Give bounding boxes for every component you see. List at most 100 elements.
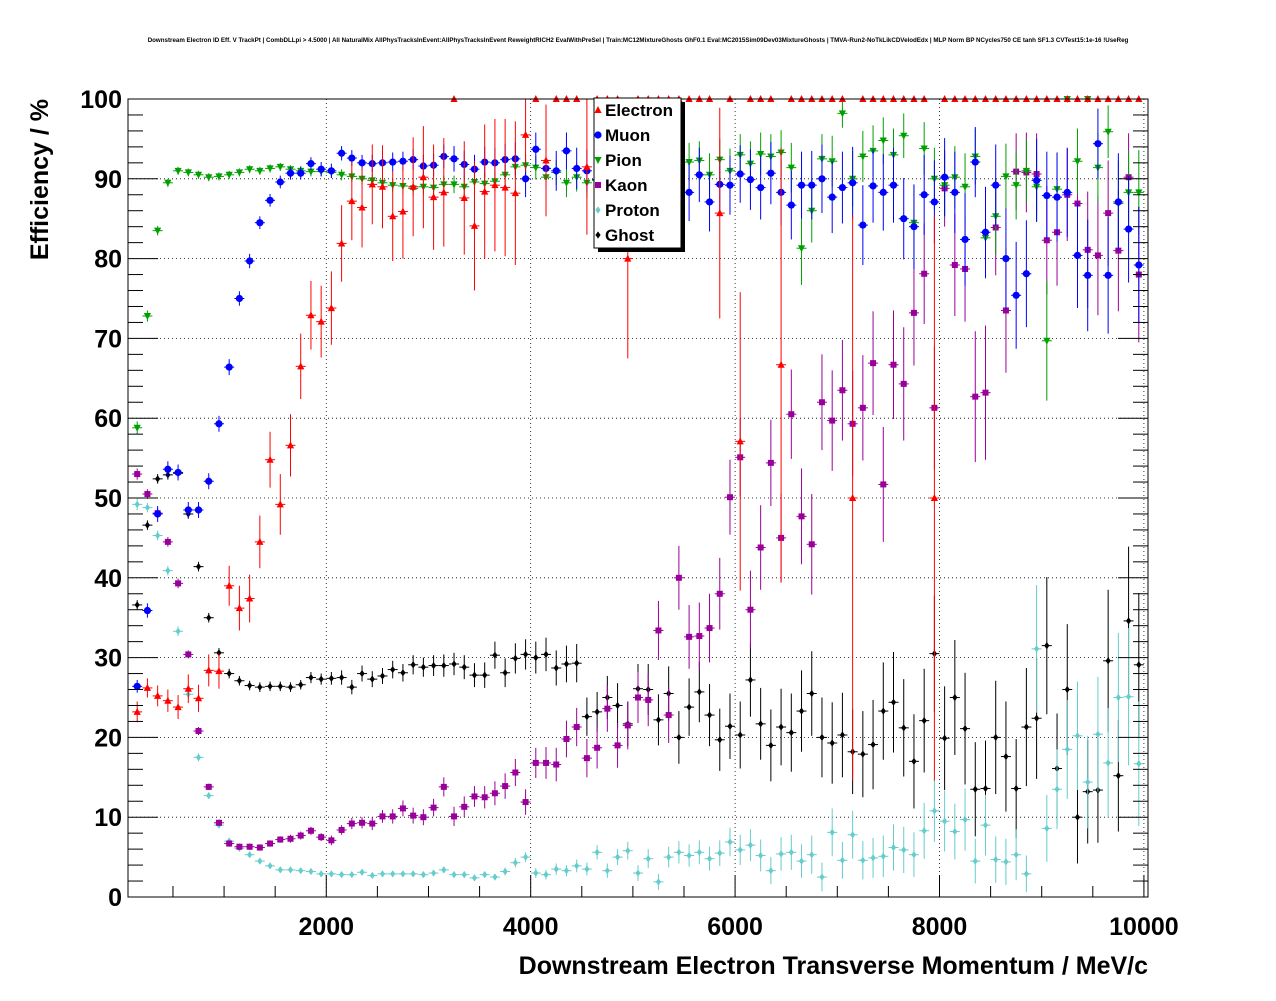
point-marker (859, 153, 867, 161)
data-point (254, 515, 265, 569)
legend-item-pion: Pion (594, 151, 642, 170)
point-marker (359, 819, 366, 826)
data-point (939, 686, 950, 791)
point-marker (870, 740, 876, 749)
point-marker (870, 854, 876, 862)
point-marker (562, 147, 571, 155)
point-marker (194, 171, 203, 179)
point-marker (1044, 642, 1050, 650)
data-point (602, 863, 613, 878)
data-point (541, 869, 552, 880)
point-marker (205, 174, 213, 182)
legend-marker (595, 231, 601, 239)
data-point (970, 742, 981, 837)
point-marker (941, 173, 949, 181)
point-marker (410, 812, 417, 819)
point-marker (205, 666, 213, 674)
data-point (745, 149, 756, 210)
point-marker (511, 189, 519, 197)
point-marker (788, 411, 795, 418)
y-tick-label: 30 (94, 645, 122, 673)
point-marker (1064, 685, 1070, 694)
data-point (265, 164, 276, 173)
data-point (510, 643, 521, 674)
data-point (459, 141, 470, 255)
point-marker (1064, 745, 1070, 753)
point-marker (543, 650, 549, 659)
data-point (530, 747, 541, 779)
legend-item-proton: Proton (595, 201, 660, 220)
data-point (868, 149, 879, 223)
point-marker (849, 494, 857, 501)
data-point (919, 802, 930, 859)
point-marker (952, 693, 958, 702)
point-marker (174, 468, 182, 477)
data-point (1041, 151, 1052, 240)
data-point (939, 790, 950, 852)
point-marker (757, 183, 765, 192)
data-point (449, 806, 460, 826)
point-marker (307, 168, 315, 176)
point-marker (808, 181, 816, 189)
data-point (714, 708, 725, 771)
point-marker (1013, 784, 1019, 793)
point-marker (850, 831, 856, 839)
point-marker (512, 654, 518, 662)
data-point (408, 870, 419, 878)
point-marker (154, 510, 162, 518)
data-point (224, 359, 235, 376)
point-marker (266, 165, 274, 173)
point-marker (645, 696, 652, 703)
legend-item-ghost: Ghost (595, 226, 654, 245)
point-marker (133, 707, 141, 715)
point-marker (236, 677, 243, 685)
point-marker (972, 393, 979, 400)
data-point (428, 655, 439, 676)
point-marker (450, 155, 458, 163)
point-marker (971, 158, 979, 166)
point-marker (819, 873, 825, 881)
data-point (724, 827, 735, 857)
legend-label: Proton (605, 201, 660, 220)
data-point (684, 678, 695, 736)
point-marker (256, 537, 264, 545)
point-marker (1002, 307, 1009, 314)
point-marker (379, 672, 386, 680)
data-point (418, 871, 429, 879)
point-marker (594, 744, 601, 751)
point-marker (286, 169, 295, 177)
legend-marker (594, 106, 602, 113)
data-point (919, 223, 930, 325)
legend-label: Muon (605, 126, 650, 145)
point-marker (952, 827, 958, 836)
data-point (684, 163, 695, 222)
data-point (1052, 152, 1063, 242)
point-marker (451, 813, 458, 820)
data-point (469, 786, 480, 807)
point-marker (1073, 251, 1082, 260)
data-point (489, 873, 500, 881)
data-point (162, 178, 173, 187)
data-point (275, 175, 286, 189)
point-marker (246, 166, 254, 174)
point-marker (900, 132, 908, 140)
point-marker (736, 170, 744, 178)
data-point (510, 758, 521, 787)
point-marker (1136, 760, 1142, 768)
point-marker (481, 794, 488, 801)
data-point (592, 691, 603, 732)
point-marker (1084, 271, 1092, 279)
point-marker (583, 755, 590, 762)
data-point (203, 783, 214, 791)
point-marker (900, 215, 908, 223)
point-marker (604, 705, 611, 712)
data-point (489, 118, 500, 252)
point-marker (880, 852, 886, 860)
point-marker (726, 181, 734, 189)
point-marker (430, 804, 437, 811)
data-point (816, 354, 827, 451)
point-marker (1043, 337, 1051, 345)
point-marker (358, 159, 366, 167)
data-point (806, 150, 817, 220)
point-marker (134, 601, 140, 609)
